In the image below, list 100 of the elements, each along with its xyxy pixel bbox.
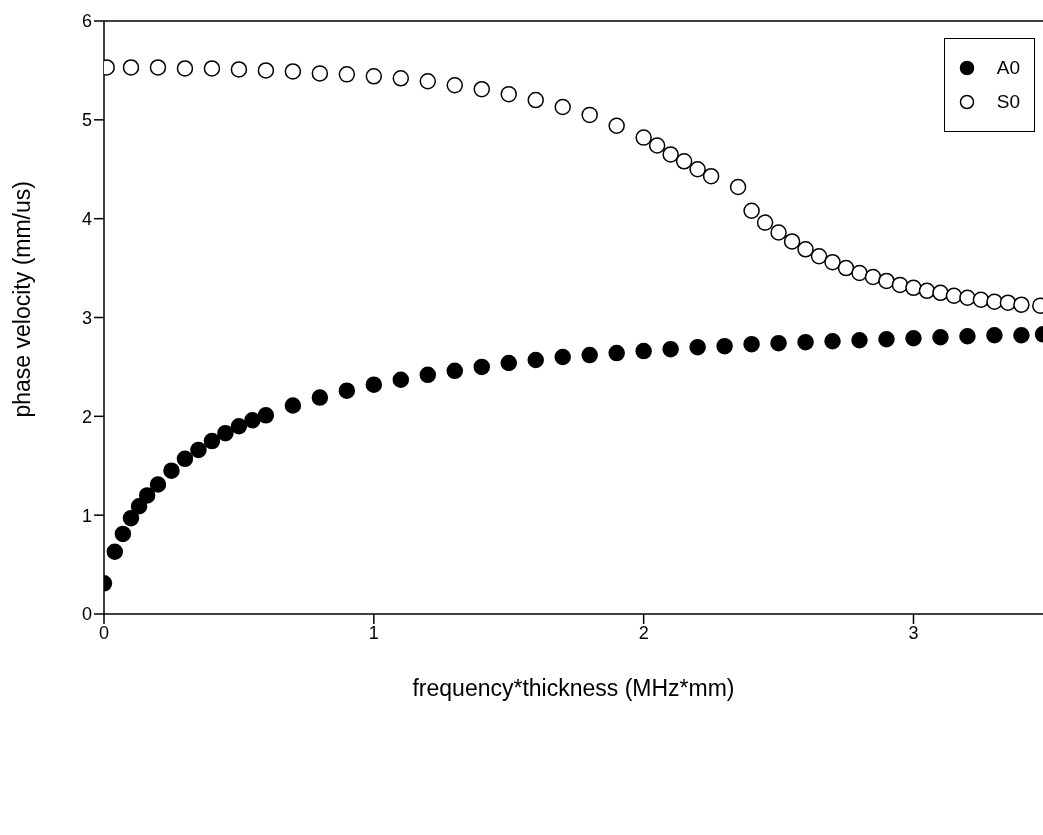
y-tick-label: 4 bbox=[81, 209, 92, 230]
point bbox=[257, 62, 275, 79]
point bbox=[419, 366, 437, 384]
point bbox=[783, 233, 801, 250]
x-tick-label: 0 bbox=[98, 622, 110, 643]
point bbox=[797, 241, 814, 258]
point bbox=[932, 329, 949, 346]
point bbox=[689, 338, 706, 356]
point bbox=[230, 417, 248, 435]
point bbox=[554, 348, 571, 366]
point bbox=[756, 214, 774, 231]
point bbox=[608, 344, 625, 362]
point bbox=[662, 146, 679, 163]
point bbox=[702, 167, 720, 185]
point bbox=[311, 65, 329, 82]
y-tick-label: 3 bbox=[81, 307, 92, 328]
point bbox=[500, 354, 517, 372]
x-axis-title: frequency*thickness (MHz*mm) bbox=[412, 675, 735, 701]
point bbox=[608, 117, 625, 135]
point bbox=[473, 80, 491, 98]
point bbox=[500, 85, 517, 103]
point bbox=[905, 279, 922, 297]
point bbox=[932, 284, 949, 302]
point bbox=[878, 330, 895, 348]
point bbox=[918, 282, 936, 300]
point bbox=[554, 98, 571, 116]
point bbox=[311, 389, 329, 406]
point bbox=[284, 63, 302, 80]
point bbox=[770, 334, 787, 352]
point bbox=[878, 272, 895, 290]
point bbox=[743, 202, 760, 220]
point bbox=[190, 441, 207, 459]
point bbox=[635, 129, 652, 146]
point bbox=[1013, 327, 1030, 344]
point bbox=[743, 335, 760, 353]
point bbox=[176, 60, 194, 77]
point bbox=[581, 346, 598, 364]
point bbox=[986, 293, 1003, 310]
point bbox=[338, 66, 356, 83]
x-tick-label: 2 bbox=[638, 622, 649, 643]
point bbox=[284, 397, 302, 414]
point bbox=[905, 330, 922, 347]
legend-label: A0 bbox=[996, 56, 1020, 80]
point bbox=[419, 73, 437, 90]
point bbox=[797, 333, 814, 351]
point bbox=[446, 362, 464, 380]
point bbox=[138, 487, 156, 504]
point bbox=[338, 382, 356, 399]
y-tick-label: 6 bbox=[81, 11, 92, 32]
point bbox=[689, 161, 706, 178]
point bbox=[851, 264, 868, 282]
point bbox=[959, 328, 976, 345]
point bbox=[122, 509, 140, 527]
point bbox=[176, 450, 194, 468]
point bbox=[891, 276, 909, 294]
point bbox=[837, 259, 855, 277]
legend-label: S0 bbox=[996, 90, 1020, 114]
point bbox=[945, 287, 963, 305]
y-tick-label: 5 bbox=[81, 110, 92, 131]
point bbox=[864, 268, 882, 286]
point bbox=[986, 327, 1003, 344]
x-tick-label: 3 bbox=[908, 622, 919, 643]
point bbox=[770, 224, 787, 241]
point bbox=[446, 76, 464, 94]
point bbox=[203, 432, 221, 450]
point bbox=[149, 476, 167, 493]
point bbox=[149, 59, 167, 76]
y-axis-title: phase velocity (mm/us) bbox=[9, 181, 36, 418]
point bbox=[106, 543, 124, 560]
x-tick-label: 1 bbox=[368, 622, 379, 643]
point bbox=[392, 371, 410, 389]
point bbox=[392, 70, 410, 87]
point bbox=[635, 342, 652, 360]
point bbox=[122, 59, 140, 76]
point bbox=[716, 337, 733, 355]
point bbox=[675, 153, 693, 170]
point bbox=[365, 376, 383, 393]
point bbox=[959, 289, 976, 306]
point bbox=[217, 424, 234, 442]
point bbox=[365, 68, 383, 85]
point bbox=[130, 498, 148, 515]
point bbox=[230, 61, 248, 78]
point bbox=[851, 331, 868, 349]
point bbox=[729, 178, 747, 196]
point bbox=[662, 340, 679, 358]
y-tick-label: 2 bbox=[81, 406, 92, 427]
point bbox=[114, 525, 132, 543]
y-tick-label: 0 bbox=[81, 604, 92, 625]
point bbox=[527, 91, 544, 109]
point bbox=[473, 358, 491, 376]
y-tick-label: 1 bbox=[81, 505, 92, 526]
point bbox=[257, 407, 275, 424]
point bbox=[527, 351, 544, 369]
point bbox=[824, 332, 841, 350]
point bbox=[244, 412, 261, 429]
point bbox=[810, 247, 828, 265]
point bbox=[824, 253, 841, 271]
point bbox=[203, 60, 221, 77]
point bbox=[648, 137, 666, 154]
point bbox=[1013, 296, 1030, 313]
